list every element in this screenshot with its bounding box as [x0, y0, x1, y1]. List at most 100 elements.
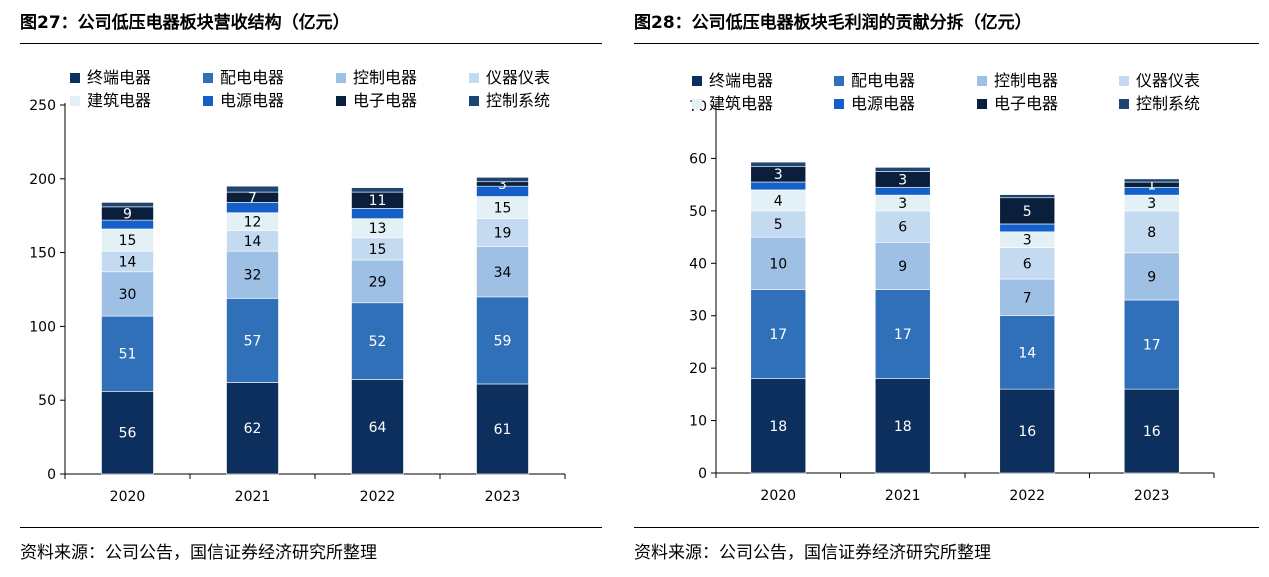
bar-segment [226, 250, 279, 299]
bar-segment [1123, 210, 1180, 254]
source-note: 资料来源：公司公告，国信证券经济研究所整理 [634, 543, 991, 563]
bar-segment [351, 208, 404, 219]
x-tick-label: 2020 [760, 488, 796, 504]
data-label: 16 [1018, 424, 1036, 440]
data-label: 51 [119, 347, 137, 363]
data-label: 18 [769, 419, 787, 435]
data-label: 17 [769, 327, 787, 343]
data-label: 9 [1147, 269, 1156, 285]
data-label: 57 [244, 333, 262, 349]
data-label: 3 [774, 167, 783, 183]
bar-segment [874, 378, 931, 474]
bar-segment [101, 391, 154, 475]
legend-label: 电源电器 [220, 91, 284, 110]
y-tick-label: 10 [689, 414, 707, 430]
bar-segment [874, 186, 931, 196]
bar-segment [999, 223, 1056, 233]
y-tick-label: 40 [689, 256, 707, 272]
bar-segment [750, 161, 807, 167]
y-tick-label: 20 [689, 361, 707, 377]
legend-label: 仪器仪表 [486, 68, 550, 87]
y-tick-label: 30 [689, 309, 707, 325]
x-tick-label: 2021 [235, 489, 271, 505]
bar-segment [750, 236, 807, 290]
legend-swatch [70, 96, 80, 106]
source-rule [634, 527, 1259, 528]
bar-segment [351, 187, 404, 193]
legend-label: 建筑电器 [709, 94, 773, 113]
data-label: 9 [898, 259, 907, 275]
data-label: 34 [494, 265, 512, 281]
bar-segment [999, 315, 1056, 390]
legend-label: 建筑电器 [87, 91, 151, 110]
data-label: 5 [774, 217, 783, 233]
legend-swatch [1119, 76, 1129, 86]
data-label: 18 [894, 419, 912, 435]
y-tick-label: 200 [29, 172, 56, 188]
data-label: 9 [123, 206, 132, 222]
data-label: 8 [1147, 225, 1156, 241]
figure-28-panel: 图28：公司低压电器板块毛利润的贡献分拆（亿元） 010203040506070… [632, 0, 1269, 577]
legend-swatch [692, 99, 702, 109]
bar-segment [999, 194, 1056, 199]
legend-swatch [203, 96, 213, 106]
data-label: 62 [244, 421, 262, 437]
bar-segment [750, 378, 807, 474]
legend-swatch [336, 73, 346, 83]
revenue-structure-chart: 0 50 100 150 200 250 2020 2021 2022 2023 56 51 30 14 1… [29, 68, 566, 505]
bar-segment [1123, 388, 1180, 474]
legend-label: 控制电器 [353, 68, 417, 87]
legend-label: 控制系统 [486, 91, 550, 110]
data-label: 17 [894, 327, 912, 343]
bar-segment [1123, 252, 1180, 301]
data-label: 32 [244, 268, 262, 284]
bar-segment [874, 167, 931, 172]
bar-segment [999, 247, 1056, 280]
x-tick-label: 2022 [360, 489, 396, 505]
x-tick-label: 2022 [1009, 488, 1045, 504]
legend-swatch [469, 73, 479, 83]
legend-swatch [977, 76, 987, 86]
legend-swatch [203, 73, 213, 83]
source-note: 资料来源：公司公告，国信证券经济研究所整理 [20, 543, 377, 563]
bar-segment [226, 185, 279, 193]
bar-segment [1123, 178, 1180, 183]
bar-segment [101, 202, 154, 208]
data-label: 64 [369, 420, 387, 436]
data-label: 52 [369, 334, 387, 350]
bar-segment [351, 259, 404, 304]
data-label: 16 [1143, 424, 1161, 440]
bar-segment [101, 315, 154, 392]
y-tick-label: 250 [29, 98, 56, 114]
bar-segment [351, 379, 404, 475]
data-label: 12 [244, 215, 262, 231]
legend-label: 配电电器 [851, 71, 915, 90]
bar-segment [874, 210, 931, 243]
data-label: 3 [498, 177, 507, 193]
y-tick-label: 0 [47, 467, 56, 483]
figure-27-panel: 图27：公司低压电器板块营收结构（亿元） 0 50 100 150 200 250 2020… [0, 0, 610, 577]
title-rule [634, 43, 1259, 44]
legend-label: 电子电器 [994, 94, 1058, 113]
x-tick-label: 2023 [1134, 488, 1170, 504]
y-tick-label: 50 [38, 393, 56, 409]
legend-label: 控制系统 [1136, 94, 1200, 113]
data-label: 61 [494, 422, 512, 438]
y-tick-label: 60 [689, 151, 707, 167]
data-label: 7 [248, 190, 257, 206]
data-label: 29 [369, 274, 387, 290]
data-label: 1 [1147, 178, 1156, 194]
legend-swatch [977, 99, 987, 109]
x-tick-label: 2023 [485, 489, 521, 505]
legend-swatch [692, 76, 702, 86]
data-label: 14 [1018, 345, 1036, 361]
x-tick-label: 2020 [110, 489, 146, 505]
figure-title: 图27：公司低压电器板块营收结构（亿元） [20, 13, 350, 33]
data-label: 11 [369, 193, 387, 209]
data-label: 17 [1143, 338, 1161, 354]
y-tick-label: 0 [698, 466, 707, 482]
data-label: 15 [494, 201, 512, 217]
legend-label: 电源电器 [851, 94, 915, 113]
data-label: 15 [369, 242, 387, 258]
legend-swatch [70, 73, 80, 83]
